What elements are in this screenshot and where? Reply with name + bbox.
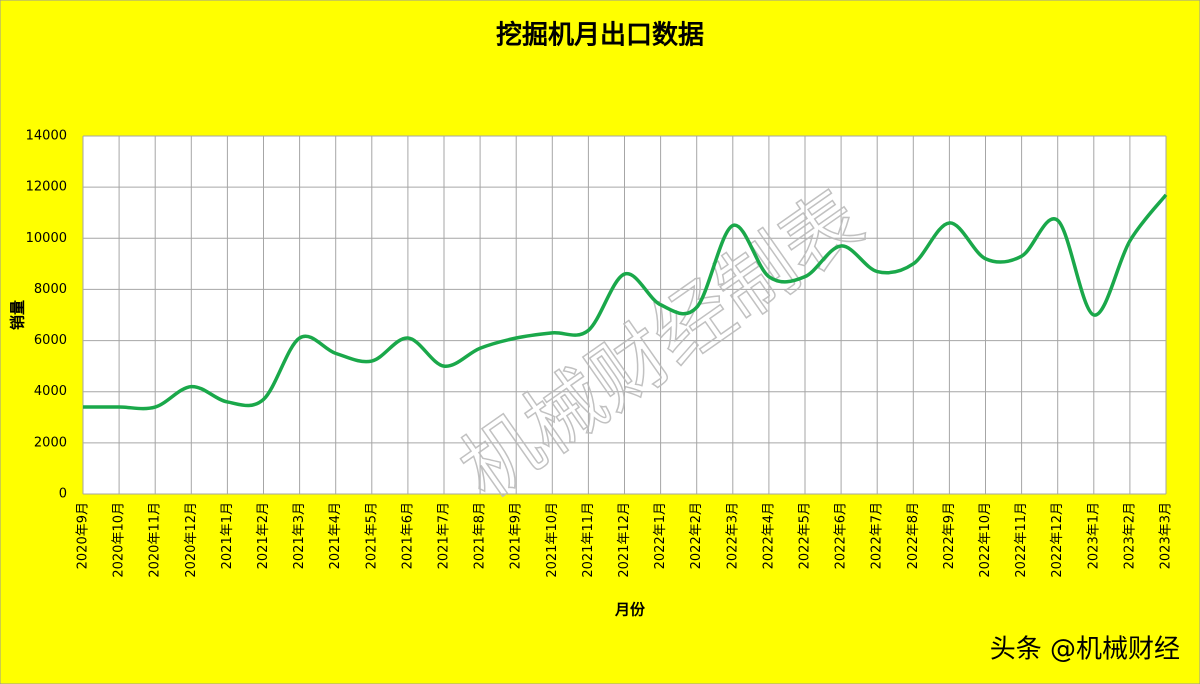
y-tick-label: 4000 [34, 384, 67, 399]
x-tick-label: 2020年9月 [76, 502, 91, 569]
x-tick-label: 2022年3月 [725, 502, 740, 569]
x-tick-label: 2021年4月 [328, 502, 343, 569]
x-tick-label: 2023年2月 [1122, 502, 1137, 569]
x-tick-label: 2020年10月 [112, 502, 127, 578]
y-tick-label: 8000 [34, 282, 67, 297]
footer: 头条 @机械财经 [990, 635, 1180, 665]
x-tick-label: 2021年9月 [509, 502, 524, 569]
x-tick-label: 2020年11月 [148, 502, 163, 578]
x-tick-label: 2021年1月 [220, 502, 235, 569]
x-tick-label: 2022年7月 [870, 502, 885, 569]
x-tick-label: 2022年2月 [689, 502, 704, 569]
x-tick-label: 2022年5月 [798, 502, 813, 569]
x-tick-label: 2022年9月 [942, 502, 957, 569]
x-tick-label: 2021年11月 [581, 502, 596, 578]
x-tick-label: 2020年12月 [184, 502, 199, 578]
x-tick-label: 2022年1月 [653, 502, 668, 569]
x-tick-label: 2021年12月 [617, 502, 632, 578]
y-tick-label: 6000 [34, 333, 67, 348]
x-axis-label: 月份 [614, 601, 646, 619]
y-tick-label: 14000 [26, 129, 67, 144]
x-tick-label: 2021年2月 [256, 502, 271, 569]
y-tick-label: 10000 [26, 231, 67, 246]
x-tick-label: 2021年5月 [364, 502, 379, 569]
x-tick-label: 2023年1月 [1086, 502, 1101, 569]
y-axis-label: 销量 [9, 300, 27, 330]
x-tick-label: 2022年4月 [761, 502, 776, 569]
y-tick-label: 12000 [26, 180, 67, 195]
x-tick-label: 2023年3月 [1159, 502, 1174, 569]
y-tick-label: 0 [59, 487, 67, 502]
x-tick-label: 2022年10月 [978, 502, 993, 578]
x-tick-label: 2022年8月 [906, 502, 921, 569]
x-tick-label: 2022年6月 [834, 502, 849, 569]
x-tick-label: 2021年3月 [292, 502, 307, 569]
x-tick-label: 2021年6月 [400, 502, 415, 569]
x-tick-label: 2022年12月 [1050, 502, 1065, 578]
chart-title: 挖掘机月出口数据 [496, 20, 704, 51]
x-tick-label: 2021年8月 [473, 502, 488, 569]
x-tick-label: 2021年7月 [437, 502, 452, 569]
y-tick-label: 2000 [34, 435, 67, 450]
x-tick-label: 2021年10月 [545, 502, 560, 578]
x-tick-label: 2022年11月 [1014, 502, 1029, 578]
series-line [83, 193, 1168, 411]
